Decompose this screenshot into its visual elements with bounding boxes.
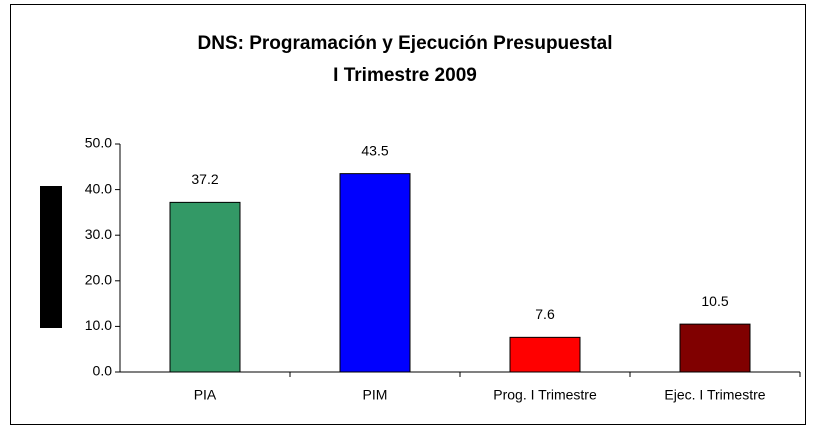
x-tick-label: PIM bbox=[363, 387, 388, 403]
y-tick-label: 20.0 bbox=[85, 272, 112, 288]
chart-subtitle: I Trimestre 2009 bbox=[333, 65, 477, 86]
data-label: 37.2 bbox=[191, 171, 218, 187]
y-tick-label: 50.0 bbox=[85, 135, 112, 151]
chart-title: DNS: Programación y Ejecución Presupuest… bbox=[198, 33, 613, 54]
data-label: 7.6 bbox=[535, 306, 555, 322]
y-tick-label: 30.0 bbox=[85, 226, 112, 242]
x-tick-label: PIA bbox=[194, 387, 217, 403]
bar bbox=[679, 323, 751, 373]
overlay-block bbox=[40, 186, 62, 328]
y-tick-label: 40.0 bbox=[85, 180, 112, 196]
data-label: 43.5 bbox=[361, 142, 388, 158]
bar bbox=[169, 201, 241, 373]
data-label: 10.5 bbox=[701, 293, 728, 309]
bar bbox=[509, 336, 581, 373]
y-tick-label: 10.0 bbox=[85, 317, 112, 333]
bar bbox=[339, 173, 411, 373]
y-tick-label: 0.0 bbox=[93, 363, 113, 379]
x-tick-label: Ejec. I Trimestre bbox=[664, 387, 765, 403]
x-tick-label: Prog. I Trimestre bbox=[493, 387, 597, 403]
